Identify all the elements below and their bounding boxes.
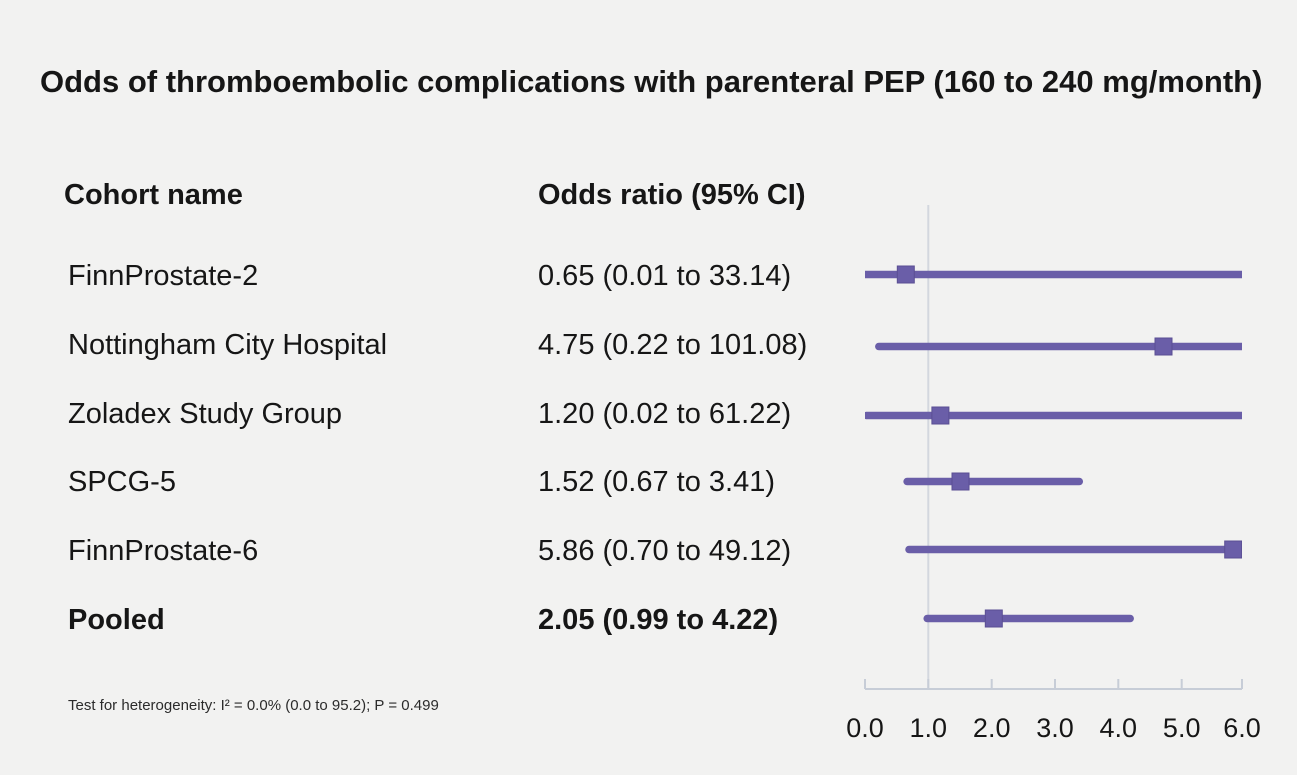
svg-text:4.0: 4.0	[1100, 713, 1138, 743]
svg-text:0.0: 0.0	[846, 713, 884, 743]
svg-text:3.0: 3.0	[1036, 713, 1074, 743]
svg-text:2.0: 2.0	[973, 713, 1011, 743]
svg-text:1.0: 1.0	[910, 713, 948, 743]
svg-text:5.0: 5.0	[1163, 713, 1201, 743]
svg-text:6.0: 6.0	[1223, 713, 1261, 743]
